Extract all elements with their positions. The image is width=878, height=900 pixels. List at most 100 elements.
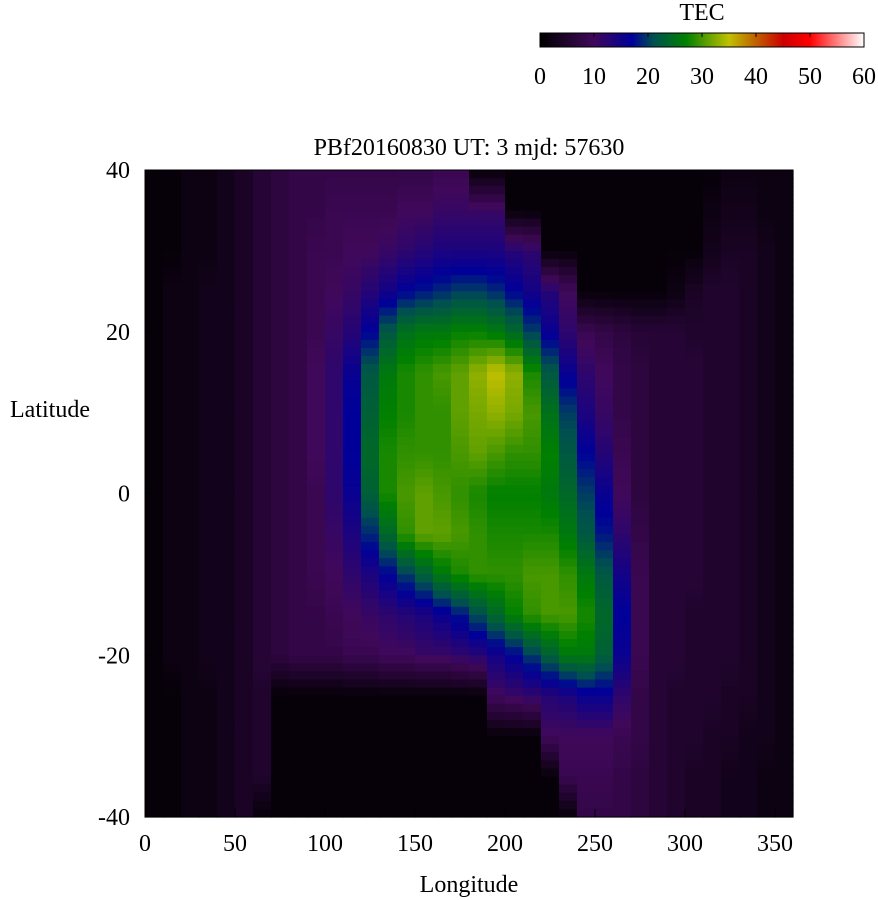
heatmap-cell — [613, 234, 632, 244]
heatmap-cell — [577, 533, 596, 543]
heatmap-cell — [361, 202, 380, 212]
colorbar-tick-label: 20 — [636, 64, 660, 90]
heatmap-cell — [703, 364, 722, 373]
heatmap-cell — [199, 590, 218, 600]
heatmap-cell — [667, 404, 686, 414]
heatmap-cell — [613, 590, 632, 600]
heatmap-cell — [397, 234, 416, 244]
heatmap-cell — [649, 469, 668, 478]
heatmap-cell — [487, 436, 506, 446]
heatmap-cell — [703, 542, 722, 551]
heatmap-cell — [505, 792, 524, 802]
heatmap-cell — [595, 719, 614, 729]
heatmap-cell — [685, 703, 704, 713]
heatmap-cell — [163, 768, 182, 778]
heatmap-cell — [181, 420, 200, 430]
heatmap-cell — [739, 630, 758, 640]
heatmap-cell — [541, 679, 560, 689]
heatmap-cell — [379, 315, 398, 325]
heatmap-cell — [199, 752, 218, 761]
y-tick-label: -20 — [98, 643, 130, 669]
heatmap-cell — [451, 582, 470, 592]
heatmap-cell — [397, 210, 416, 220]
heatmap-cell — [613, 598, 632, 608]
heatmap-cell — [775, 477, 794, 487]
heatmap-cell — [469, 396, 488, 406]
heatmap-cell — [703, 663, 722, 673]
heatmap-cell — [721, 574, 740, 584]
heatmap-cell — [667, 784, 686, 794]
heatmap-cell — [541, 550, 560, 559]
heatmap-cell — [523, 420, 542, 430]
heatmap-cell — [631, 194, 650, 203]
heatmap-cell — [361, 315, 380, 325]
heatmap-cell — [703, 178, 722, 187]
heatmap-cell — [577, 453, 596, 462]
heatmap-cell — [505, 170, 524, 179]
heatmap-cell — [757, 186, 776, 195]
heatmap-cell — [289, 331, 308, 341]
heatmap-cell — [451, 719, 470, 729]
heatmap-cell — [721, 582, 740, 592]
heatmap-cell — [613, 194, 632, 203]
heatmap-cell — [289, 647, 308, 656]
heatmap-cell — [163, 776, 182, 786]
heatmap-cell — [505, 404, 524, 414]
heatmap-cell — [181, 178, 200, 187]
heatmap-cell — [541, 404, 560, 414]
heatmap-cell — [307, 671, 326, 681]
heatmap-cell — [235, 744, 254, 753]
heatmap-cell — [703, 315, 722, 325]
heatmap-cell — [343, 630, 362, 640]
heatmap-cell — [559, 784, 578, 794]
heatmap-cell — [451, 768, 470, 778]
heatmap-cell — [541, 461, 560, 470]
heatmap-cell — [199, 283, 218, 292]
heatmap-cell — [415, 776, 434, 786]
heatmap-cell — [469, 590, 488, 600]
heatmap-cell — [667, 711, 686, 721]
heatmap-cell — [343, 695, 362, 705]
heatmap-cell — [163, 469, 182, 478]
heatmap-cell — [181, 711, 200, 721]
heatmap-cell — [343, 444, 362, 454]
heatmap-cell — [469, 639, 488, 648]
heatmap-cell — [649, 736, 668, 745]
heatmap-cell — [739, 663, 758, 673]
heatmap-cell — [703, 808, 722, 818]
heatmap-cell — [541, 267, 560, 276]
heatmap-cell — [307, 792, 326, 802]
heatmap-cell — [739, 574, 758, 584]
heatmap-cell — [649, 461, 668, 470]
heatmap-cell — [361, 420, 380, 430]
heatmap-cell — [739, 679, 758, 689]
heatmap-cell — [595, 752, 614, 761]
heatmap-cell — [379, 299, 398, 309]
heatmap-cell — [469, 380, 488, 389]
heatmap-cell — [523, 186, 542, 195]
heatmap-cell — [721, 493, 740, 503]
heatmap-cell — [469, 178, 488, 187]
heatmap-cell — [703, 744, 722, 753]
heatmap-cell — [415, 752, 434, 761]
heatmap-cell — [685, 210, 704, 220]
heatmap-cell — [289, 768, 308, 778]
heatmap-cell — [613, 315, 632, 325]
heatmap-cell — [235, 622, 254, 632]
heatmap-cell — [217, 606, 236, 616]
heatmap-cell — [541, 469, 560, 478]
heatmap-cell — [217, 501, 236, 511]
heatmap-cell — [451, 736, 470, 745]
heatmap-cell — [271, 550, 290, 559]
heatmap-cell — [289, 347, 308, 357]
heatmap-cell — [487, 525, 506, 535]
heatmap-cell — [487, 234, 506, 244]
x-tick-label: 50 — [223, 831, 247, 857]
heatmap-cell — [703, 517, 722, 527]
heatmap-cell — [505, 178, 524, 187]
heatmap-cell — [361, 444, 380, 454]
heatmap-cell — [469, 493, 488, 503]
heatmap-cell — [559, 808, 578, 818]
heatmap-cell — [541, 542, 560, 551]
heatmap-cell — [235, 493, 254, 503]
